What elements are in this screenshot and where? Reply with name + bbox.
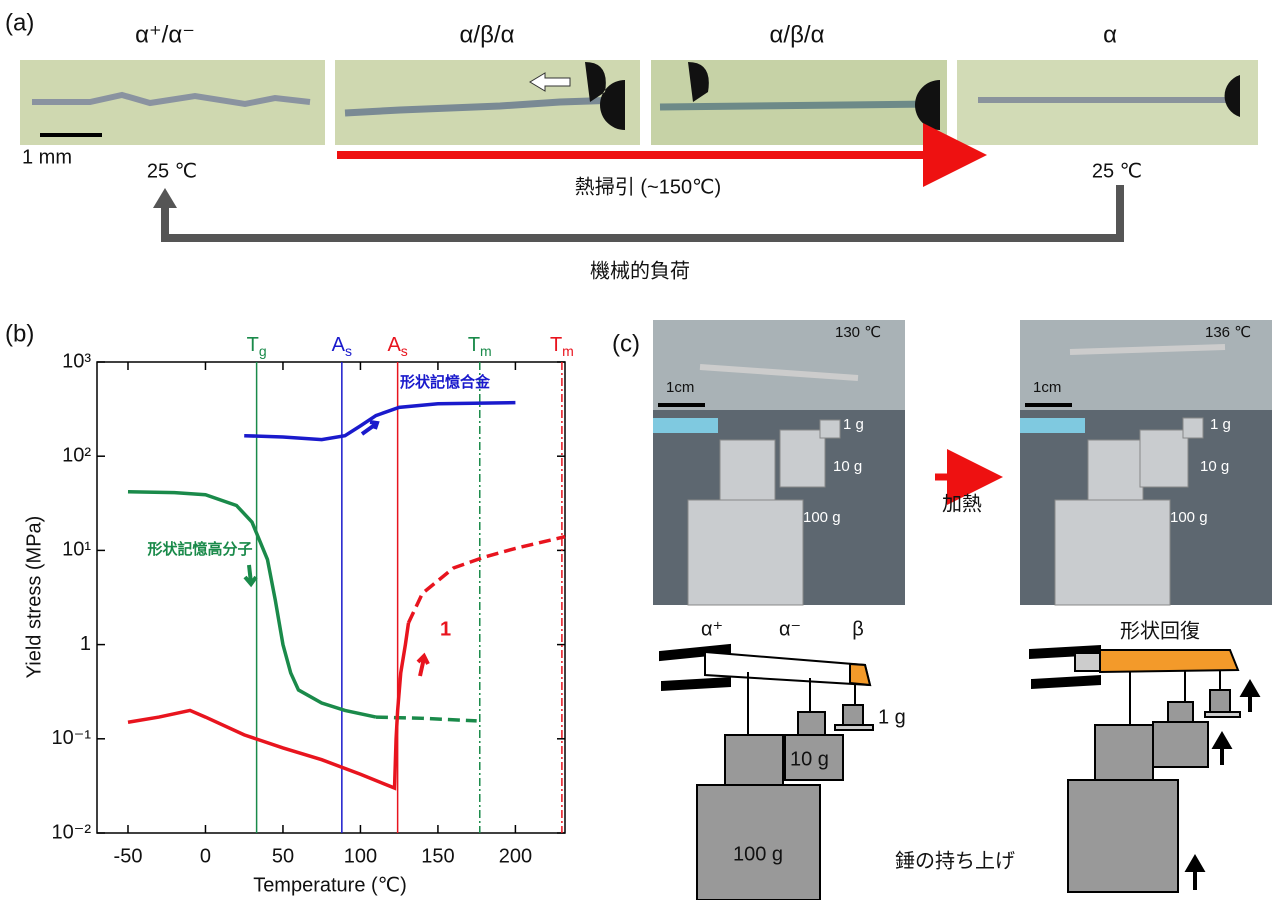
series-line [376, 717, 477, 721]
reference-label: Tg [247, 334, 267, 358]
y-tick-label: 10² [62, 444, 91, 466]
x-tick-label: 200 [499, 845, 532, 867]
scale-label: 1cm [1033, 379, 1061, 396]
state-label: α⁺/α⁻ [135, 21, 195, 48]
reference-label-sub: m [562, 343, 574, 359]
y-axis-title: Yield stress (MPa) [23, 516, 45, 679]
temperature: 136 ℃ [1205, 324, 1251, 341]
strip [660, 104, 935, 107]
y-tick-label: 10⁻¹ [52, 727, 92, 749]
reference-label-main: T [247, 334, 259, 356]
x-tick-label: 0 [200, 845, 211, 867]
panel-a: (a) α⁺/α⁻ α/β/α α/β/α α 1 mm 25 ℃ 25 ℃ 熱… [5, 9, 1258, 282]
x-tick-label: -50 [114, 845, 143, 867]
temperature: 25 ℃ [1092, 160, 1142, 182]
panel-label: (a) [5, 9, 34, 36]
panel-label: (c) [612, 330, 640, 357]
photo-bg [653, 418, 718, 433]
y-tick-label: 10¹ [62, 539, 91, 561]
reference-label-main: A [332, 334, 346, 356]
reference-label: As [332, 334, 352, 358]
heating-label: 熱掃引 (~150℃) [575, 175, 721, 198]
panel-b: (b) Temperature (℃) Yield stress (MPa) -… [5, 320, 574, 896]
y-tick-label: 1 [80, 633, 91, 655]
x-tick-label: 150 [421, 845, 454, 867]
weight-label: 100 g [733, 843, 783, 865]
scale-label: 1 mm [22, 146, 72, 168]
reference-label-main: T [550, 334, 562, 356]
photo-bg [1020, 418, 1085, 433]
reference-label: As [387, 334, 407, 358]
loading-label: 機械的負荷 [590, 259, 690, 282]
weight-label: 10 g [1200, 458, 1229, 475]
annotation: 1 [440, 618, 451, 640]
series-line [128, 623, 408, 788]
series-label: 形状記憶合金 [400, 373, 491, 391]
weight-label: 100 g [1170, 509, 1208, 526]
x-tick-label: 100 [344, 845, 377, 867]
y-tick-label: 10³ [62, 350, 91, 372]
reference-label-sub: m [480, 343, 492, 359]
label: α⁺ [701, 618, 723, 640]
label: 形状回復 [1120, 619, 1200, 642]
reference-label-sub: g [259, 343, 267, 359]
temperature: 25 ℃ [147, 160, 197, 182]
x-axis-title: Temperature (℃) [253, 874, 407, 896]
weight-label: 10 g [790, 748, 829, 770]
weight-label: 1 g [878, 706, 906, 728]
heating-label: 加熱 [942, 492, 982, 515]
series-line [244, 403, 515, 440]
reference-label: Tm [550, 334, 574, 358]
panel-label: (b) [5, 320, 34, 347]
series-line [408, 537, 565, 623]
series-line [128, 492, 376, 717]
state-label: α/β/α [770, 21, 825, 48]
weight-label: 1 g [1210, 416, 1231, 433]
reference-label-main: T [468, 334, 480, 356]
arrow [245, 565, 256, 584]
weight-label: 1 g [843, 416, 864, 433]
y-tick-label: 10⁻² [52, 821, 92, 843]
arrow-head [153, 188, 177, 208]
label: α⁻ [779, 618, 801, 640]
weight-label: 10 g [833, 458, 862, 475]
scale-label: 1cm [666, 379, 694, 396]
x-tick-label: 50 [272, 845, 294, 867]
reference-label-sub: s [401, 343, 408, 359]
temperature: 130 ℃ [835, 324, 881, 341]
figure: (a) α⁺/α⁻ α/β/α α/β/α α 1 mm 25 ℃ 25 ℃ 熱… [0, 0, 1276, 900]
label: β [852, 618, 864, 640]
weight-label: 100 g [803, 509, 841, 526]
schematic [1030, 646, 1240, 892]
state-label: α [1103, 21, 1117, 48]
reference-label-sub: s [345, 343, 352, 359]
state-label: α/β/α [460, 21, 515, 48]
reference-label: Tm [468, 334, 492, 358]
series-label: 形状記憶高分子 [147, 540, 252, 558]
reference-label-main: A [387, 334, 401, 356]
label: 錘の持ち上げ [895, 849, 1015, 872]
panel-c: (c) 130 ℃ 1cm 1 g 10 g 100 g 136 ℃ 1cm 1… [612, 320, 1272, 900]
arrow [418, 656, 428, 676]
